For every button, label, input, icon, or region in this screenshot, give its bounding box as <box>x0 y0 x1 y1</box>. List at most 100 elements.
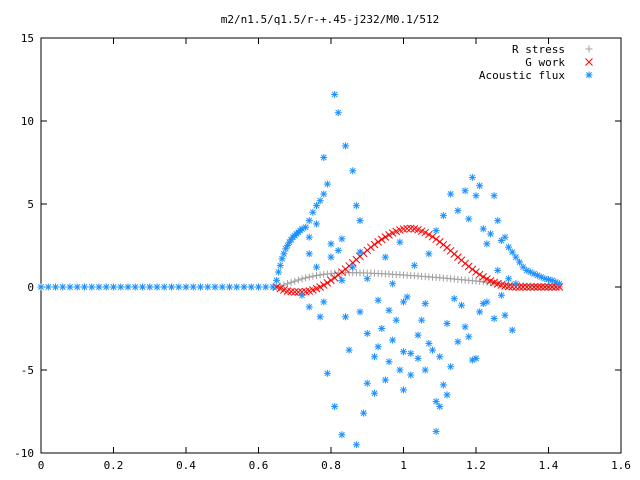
data-point <box>211 283 219 291</box>
data-point <box>519 283 527 291</box>
data-point <box>432 427 440 435</box>
data-point <box>349 167 357 175</box>
legend-marker <box>585 58 593 66</box>
data-point <box>182 283 190 291</box>
data-point <box>443 391 451 399</box>
data-point <box>465 333 473 341</box>
axes: 0 0.2 0.4 0.6 0.8 1 1.2 1.4 1.6 -10 -5 0 5 10 15 <box>14 32 631 472</box>
x-tick-label: 1 <box>400 459 407 472</box>
data-point <box>377 235 386 244</box>
data-point <box>280 281 288 289</box>
data-point <box>512 253 520 261</box>
legend-label: Acoustic flux <box>479 69 565 82</box>
data-point <box>555 280 563 288</box>
data-point <box>371 389 378 397</box>
data-point <box>541 283 549 291</box>
data-point <box>479 300 487 308</box>
data-point <box>385 306 393 314</box>
data-point <box>204 283 212 291</box>
data-point <box>505 243 513 251</box>
data-point <box>378 325 386 332</box>
data-point <box>360 409 368 417</box>
data-point <box>316 283 324 291</box>
data-point <box>59 283 67 291</box>
data-point <box>421 366 429 374</box>
data-point <box>323 369 331 377</box>
y-tick-label: -10 <box>14 447 34 460</box>
legend-marker <box>585 71 593 79</box>
data-point <box>356 217 364 225</box>
data-point <box>472 192 480 200</box>
data-point <box>479 273 488 281</box>
data-point <box>414 354 422 362</box>
legend-marker <box>585 45 593 53</box>
data-point <box>278 255 286 263</box>
data-point <box>436 403 444 411</box>
data-point <box>421 228 430 237</box>
data-point <box>472 268 480 276</box>
data-point <box>298 275 306 283</box>
data-point <box>102 283 110 291</box>
data-point <box>432 227 440 235</box>
x-tick-label: 0.2 <box>104 459 124 472</box>
legend-label: R stress <box>512 43 565 56</box>
data-point <box>276 261 284 269</box>
data-point <box>461 323 469 331</box>
data-point <box>309 272 317 280</box>
data-point <box>533 283 542 291</box>
data-point <box>483 240 491 248</box>
x-tick-label: 1.4 <box>539 459 559 472</box>
series-acoustic-flux <box>37 90 563 449</box>
data-point <box>374 296 382 304</box>
y-tick-label: 10 <box>21 115 34 128</box>
data-point <box>367 243 375 252</box>
data-point <box>371 353 378 361</box>
data-point <box>487 230 494 238</box>
data-point <box>280 250 288 258</box>
data-point <box>400 348 407 356</box>
data-point <box>305 303 313 311</box>
x-tick-label: 0.4 <box>176 459 196 472</box>
data-point <box>465 215 473 223</box>
data-point <box>548 283 556 291</box>
data-point <box>476 182 484 190</box>
data-point <box>497 291 505 299</box>
data-point <box>330 274 339 282</box>
data-point <box>389 336 397 344</box>
data-point <box>392 316 400 324</box>
data-point <box>468 173 476 181</box>
data-point <box>95 283 103 291</box>
data-point <box>334 246 342 254</box>
data-point <box>381 376 389 384</box>
data-point <box>338 276 346 284</box>
data-point <box>400 386 407 394</box>
data-point <box>309 208 317 216</box>
data-point <box>356 308 364 316</box>
series-g-work <box>272 224 564 296</box>
data-point <box>88 283 96 291</box>
data-point <box>450 295 458 303</box>
data-point <box>323 180 331 188</box>
data-point <box>342 313 349 321</box>
series-layer <box>37 90 564 449</box>
data-point <box>240 283 248 291</box>
data-point <box>320 190 328 198</box>
data-point <box>425 339 433 347</box>
data-point <box>168 283 175 291</box>
data-point <box>131 283 139 291</box>
data-point <box>504 282 513 291</box>
data-point <box>363 329 371 337</box>
x-tick-label: 0 <box>38 459 45 472</box>
data-point <box>389 280 397 288</box>
data-point <box>516 258 523 266</box>
data-point <box>274 268 282 276</box>
data-point <box>327 253 335 261</box>
data-point <box>363 379 371 387</box>
data-point <box>425 230 433 239</box>
data-point <box>461 187 469 195</box>
data-point <box>313 202 320 210</box>
data-point <box>505 275 513 283</box>
data-point <box>334 109 342 117</box>
data-point <box>512 280 520 288</box>
data-point <box>522 283 531 291</box>
